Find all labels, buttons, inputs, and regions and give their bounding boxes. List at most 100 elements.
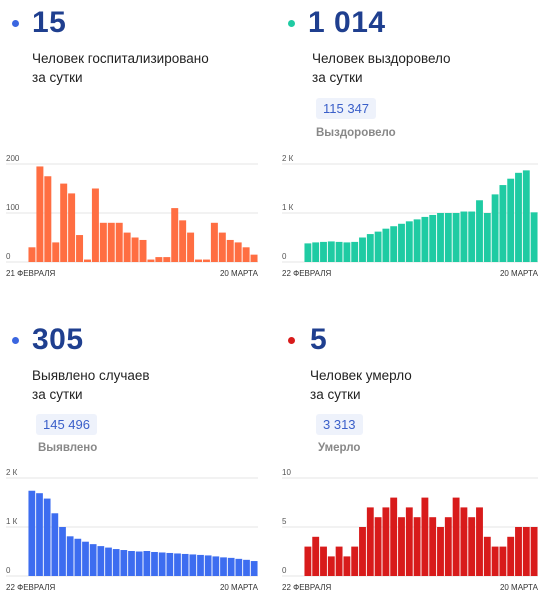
bar: [476, 507, 483, 576]
bar: [491, 194, 499, 262]
x-end-label: 20 МАРТА: [220, 583, 259, 592]
bar: [452, 213, 460, 262]
y-tick-label: 200: [6, 154, 20, 163]
recovered-label: Человек выздоровело за сутки: [312, 49, 451, 87]
bar: [197, 554, 204, 576]
bar: [123, 232, 131, 262]
bar: [135, 551, 143, 576]
bar: [444, 517, 452, 576]
bar: [530, 527, 538, 576]
bar: [76, 235, 84, 262]
bar: [421, 497, 429, 576]
bar: [351, 546, 359, 576]
y-tick-label: 0: [6, 252, 11, 261]
bar: [476, 200, 483, 262]
bar: [452, 497, 460, 576]
bar: [405, 507, 413, 576]
bar: [374, 231, 382, 262]
bar: [437, 213, 444, 262]
bar: [171, 208, 179, 262]
bar: [390, 226, 398, 262]
bar: [226, 239, 234, 262]
y-tick-label: 2 К: [282, 154, 294, 163]
recovered-total-badge: 115 347: [316, 98, 377, 119]
deaths-total-badge: 3 313: [316, 414, 363, 435]
y-tick-label: 2 К: [6, 468, 18, 477]
bar: [36, 166, 44, 262]
deaths-label: Человек умерло за сутки: [310, 366, 412, 404]
panel-deaths: 5 Человек умерло за сутки 3 313 Умерло 0…: [274, 310, 548, 605]
bar: [382, 228, 390, 262]
bar: [44, 176, 52, 262]
bar: [359, 237, 366, 262]
bar: [398, 517, 405, 576]
cases-chart: 0 1 К 2 К 22 ФЕВРАЛЯ 20 МАРТА: [6, 468, 259, 592]
bar: [189, 554, 197, 576]
bar: [507, 178, 515, 262]
cases-label-line2: за сутки: [32, 387, 83, 402]
bullet-dot-icon: [288, 20, 295, 27]
bar: [499, 546, 507, 576]
recovered-chart: 0 1 К 2 К 22 ФЕВРАЛЯ 20 МАРТА: [282, 154, 539, 278]
bar: [195, 259, 203, 262]
bar: [227, 557, 235, 576]
y-tick-label: 1 К: [282, 203, 294, 212]
bar: [158, 552, 166, 576]
hospitalized-count: 15: [32, 6, 67, 39]
recovered-total-label: Выздоровело: [316, 127, 396, 139]
bar: [202, 259, 210, 262]
y-tick-label: 100: [6, 203, 20, 212]
bar: [74, 538, 82, 576]
bar: [166, 552, 174, 576]
bar: [327, 241, 335, 262]
bar: [522, 170, 530, 262]
bar: [421, 216, 429, 262]
bar: [139, 239, 147, 262]
bar: [174, 553, 181, 576]
bar: [491, 546, 499, 576]
bar: [128, 551, 135, 576]
bar: [507, 536, 515, 576]
bar: [187, 232, 195, 262]
bar: [444, 213, 452, 262]
y-tick-label: 10: [282, 468, 291, 477]
bar: [212, 556, 220, 576]
bar: [437, 527, 444, 576]
x-end-label: 20 МАРТА: [500, 269, 539, 278]
bar: [163, 257, 171, 262]
bar: [374, 517, 382, 576]
bar: [343, 556, 351, 576]
bar: [460, 507, 468, 576]
bar: [115, 222, 123, 262]
bar: [343, 242, 351, 262]
bar: [335, 546, 343, 576]
y-tick-label: 0: [282, 252, 287, 261]
bar: [28, 490, 36, 576]
y-tick-label: 1 К: [6, 517, 18, 526]
panel-hospitalized: 15 Человек госпитализировано за сутки 0 1…: [0, 0, 274, 300]
bar: [468, 211, 476, 262]
bar: [483, 536, 491, 576]
cases-total-badge: 145 496: [36, 414, 97, 435]
panel-recovered: 1 014 Человек выздоровело за сутки 115 3…: [274, 0, 548, 300]
bar: [210, 222, 218, 262]
bar: [250, 254, 258, 262]
bar: [151, 551, 158, 576]
recovered-count: 1 014: [308, 6, 386, 39]
bar: [243, 559, 250, 576]
bar: [68, 193, 76, 262]
bar: [413, 517, 421, 576]
x-start-label: 22 ФЕВРАЛЯ: [6, 583, 55, 592]
bar: [320, 546, 327, 576]
recovered-label-line1: Человек выздоровело: [312, 51, 451, 66]
deaths-label-line1: Человек умерло: [310, 368, 412, 383]
bar: [405, 221, 413, 262]
bar: [304, 546, 312, 576]
hospitalized-label: Человек госпитализировано за сутки: [32, 49, 209, 87]
bar: [66, 536, 74, 576]
bar: [499, 185, 507, 262]
deaths-total-label: Умерло: [318, 442, 361, 454]
hospitalized-label-line2: за сутки: [32, 70, 83, 85]
bar: [89, 544, 97, 576]
bar: [366, 234, 374, 262]
